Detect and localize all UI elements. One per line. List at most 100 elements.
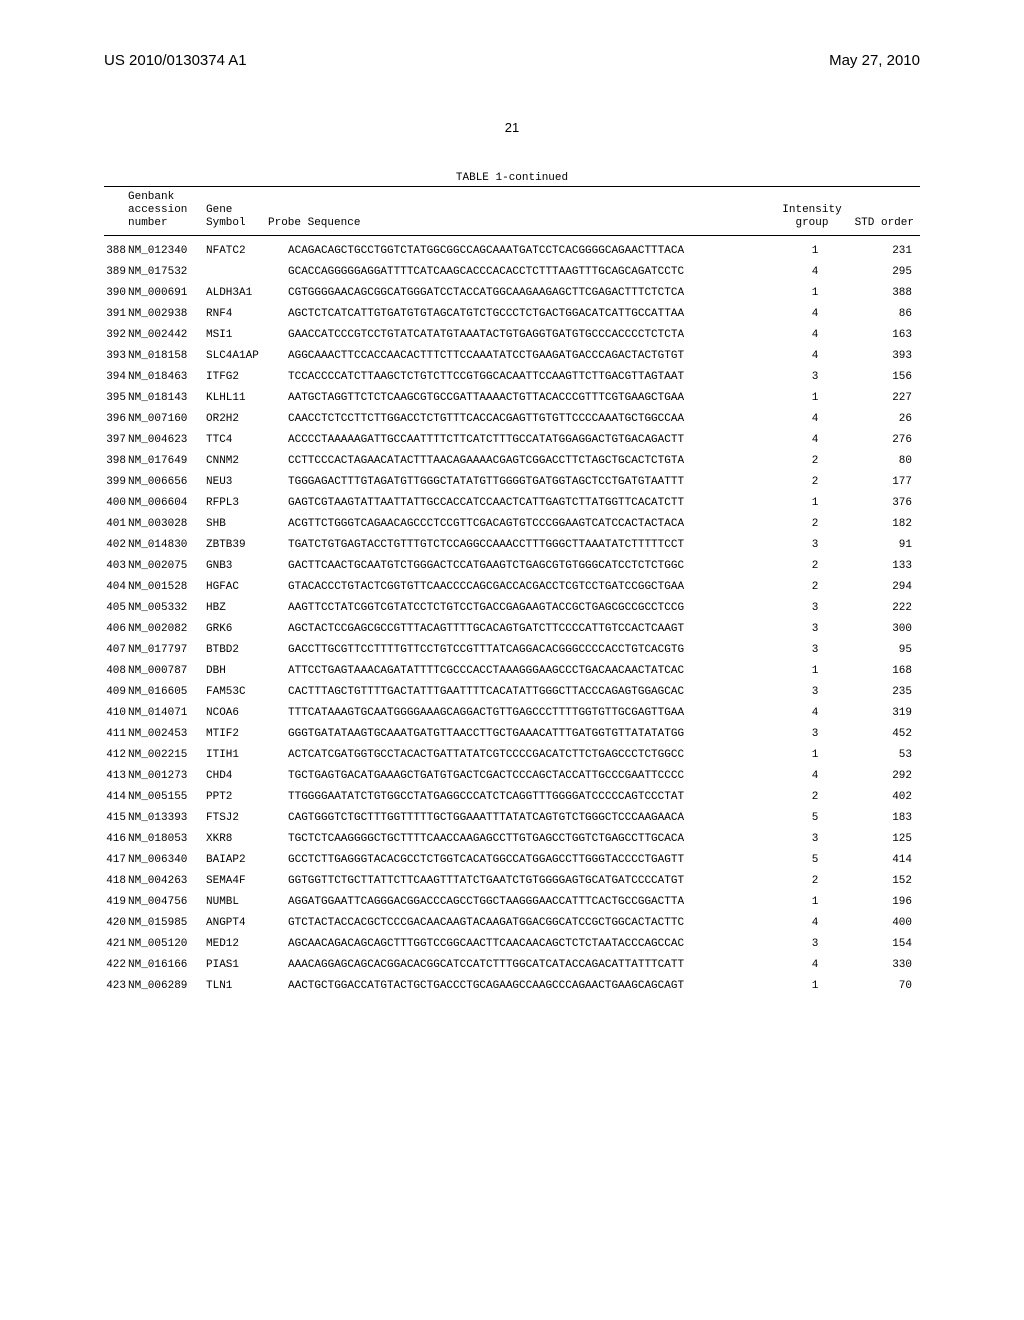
accession-number: NM_013393 <box>128 803 206 824</box>
accession-number: NM_018143 <box>128 383 206 404</box>
probe-sequence: GTACACCCTGTACTCGGTGTTCAACCCCAGCGACCACGAC… <box>268 572 780 593</box>
col-header-intensity-group: Intensity group <box>780 187 850 235</box>
gene-symbol: CHD4 <box>206 761 268 782</box>
table-row: 394NM_018463ITFG2TCCACCCCATCTTAAGCTCTGTC… <box>104 362 920 383</box>
intensity-group: 3 <box>780 824 850 845</box>
probe-sequence: TTGGGGAATATCTGTGGCCTATGAGGCCCATCTCAGGTTT… <box>268 782 780 803</box>
accession-number: NM_001273 <box>128 761 206 782</box>
sequence-table: Genbank accession number Gene Symbol Pro… <box>104 186 920 992</box>
intensity-group: 1 <box>780 740 850 761</box>
probe-sequence: TGGGAGACTTTGTAGATGTTGGGCTATATGTTGGGGTGAT… <box>268 467 780 488</box>
table-row: 422NM_016166PIAS1AAACAGGAGCAGCACGGACACGG… <box>104 950 920 971</box>
table-row: 399NM_006656NEU3TGGGAGACTTTGTAGATGTTGGGC… <box>104 467 920 488</box>
gene-symbol: XKR8 <box>206 824 268 845</box>
std-order: 177 <box>850 467 920 488</box>
table-row: 419NM_004756NUMBLAGGATGGAATTCAGGGACGGACC… <box>104 887 920 908</box>
gene-symbol: NFATC2 <box>206 235 268 257</box>
accession-number: NM_016166 <box>128 950 206 971</box>
row-index: 397 <box>104 425 128 446</box>
table-row: 391NM_002938RNF4AGCTCTCATCATTGTGATGTGTAG… <box>104 299 920 320</box>
std-order: 156 <box>850 362 920 383</box>
intensity-group: 1 <box>780 971 850 992</box>
probe-sequence: ACAGACAGCTGCCTGGTCTATGGCGGCCAGCAAATGATCC… <box>268 235 780 257</box>
table-row: 389NM_017532GCACCAGGGGGAGGATTTTCATCAAGCA… <box>104 257 920 278</box>
probe-sequence: CAGTGGGTCTGCTTTGGTTTTTGCTGGAAATTTATATCAG… <box>268 803 780 824</box>
intensity-group: 4 <box>780 698 850 719</box>
accession-number: NM_002215 <box>128 740 206 761</box>
row-index: 389 <box>104 257 128 278</box>
accession-number: NM_006656 <box>128 467 206 488</box>
accession-number: NM_007160 <box>128 404 206 425</box>
std-order: 125 <box>850 824 920 845</box>
probe-sequence: GCACCAGGGGGAGGATTTTCATCAAGCACCCACACCTCTT… <box>268 257 780 278</box>
gene-symbol: KLHL11 <box>206 383 268 404</box>
row-index: 407 <box>104 635 128 656</box>
std-order: 154 <box>850 929 920 950</box>
std-order: 26 <box>850 404 920 425</box>
table-title: TABLE 1-continued <box>0 172 1024 184</box>
std-order: 80 <box>850 446 920 467</box>
table-row: 405NM_005332HBZAAGTTCCTATCGGTCGTATCCTCTG… <box>104 593 920 614</box>
publication-date: May 27, 2010 <box>829 52 920 69</box>
gene-symbol: RFPL3 <box>206 488 268 509</box>
std-order: 227 <box>850 383 920 404</box>
intensity-group: 2 <box>780 551 850 572</box>
probe-sequence: CAACCTCTCCTTCTTGGACCTCTGTTTCACCACGAGTTGT… <box>268 404 780 425</box>
row-index: 408 <box>104 656 128 677</box>
accession-number: NM_004623 <box>128 425 206 446</box>
intensity-group: 4 <box>780 950 850 971</box>
col-header-gene-symbol: Gene Symbol <box>206 187 268 235</box>
accession-number: NM_018158 <box>128 341 206 362</box>
row-index: 411 <box>104 719 128 740</box>
std-order: 414 <box>850 845 920 866</box>
probe-sequence: AGGATGGAATTCAGGGACGGACCCAGCCTGGCTAAGGGAA… <box>268 887 780 908</box>
intensity-group: 4 <box>780 257 850 278</box>
table-row: 423NM_006289TLN1AACTGCTGGACCATGTACTGCTGA… <box>104 971 920 992</box>
intensity-group: 4 <box>780 299 850 320</box>
table-row: 398NM_017649CNNM2CCTTCCCACTAGAACATACTTTA… <box>104 446 920 467</box>
probe-sequence: ATTCCTGAGTAAACAGATATTTTCGCCCACCTAAAGGGAA… <box>268 656 780 677</box>
gene-symbol: ZBTB39 <box>206 530 268 551</box>
gene-symbol: NCOA6 <box>206 698 268 719</box>
row-index: 416 <box>104 824 128 845</box>
table-row: 412NM_002215ITIH1ACTCATCGATGGTGCCTACACTG… <box>104 740 920 761</box>
intensity-group: 2 <box>780 467 850 488</box>
accession-number: NM_004263 <box>128 866 206 887</box>
probe-sequence: GAACCATCCCGTCCTGTATCATATGTAAATACTGTGAGGT… <box>268 320 780 341</box>
gene-symbol: PPT2 <box>206 782 268 803</box>
probe-sequence: CGTGGGGAACAGCGGCATGGGATCCTACCATGGCAAGAAG… <box>268 278 780 299</box>
gene-symbol: SHB <box>206 509 268 530</box>
row-index: 396 <box>104 404 128 425</box>
gene-symbol: NEU3 <box>206 467 268 488</box>
std-order: 235 <box>850 677 920 698</box>
gene-symbol: TLN1 <box>206 971 268 992</box>
row-index: 400 <box>104 488 128 509</box>
probe-sequence: ACCCCTAAAAAGATTGCCAATTTTCTTCATCTTTGCCATA… <box>268 425 780 446</box>
gene-symbol: SLC4A1AP <box>206 341 268 362</box>
probe-sequence: GAGTCGTAAGTATTAATTATTGCCACCATCCAACTCATTG… <box>268 488 780 509</box>
std-order: 163 <box>850 320 920 341</box>
accession-number: NM_018463 <box>128 362 206 383</box>
table-row: 418NM_004263SEMA4FGGTGGTTCTGCTTATTCTTCAA… <box>104 866 920 887</box>
table-row: 392NM_002442MSI1GAACCATCCCGTCCTGTATCATAT… <box>104 320 920 341</box>
row-index: 391 <box>104 299 128 320</box>
col-header-std-order: STD order <box>850 187 920 235</box>
accession-number: NM_002938 <box>128 299 206 320</box>
table-row: 402NM_014830ZBTB39TGATCTGTGAGTACCTGTTTGT… <box>104 530 920 551</box>
row-index: 392 <box>104 320 128 341</box>
std-order: 183 <box>850 803 920 824</box>
gene-symbol: HBZ <box>206 593 268 614</box>
gene-symbol: FTSJ2 <box>206 803 268 824</box>
probe-sequence: TGCTGAGTGACATGAAAGCTGATGTGACTCGACTCCCAGC… <box>268 761 780 782</box>
intensity-group: 3 <box>780 929 850 950</box>
probe-sequence: AAGTTCCTATCGGTCGTATCCTCTGTCCTGACCGAGAAGT… <box>268 593 780 614</box>
intensity-group: 2 <box>780 446 850 467</box>
row-index: 412 <box>104 740 128 761</box>
table-row: 403NM_002075GNB3GACTTCAACTGCAATGTCTGGGAC… <box>104 551 920 572</box>
gene-symbol: RNF4 <box>206 299 268 320</box>
intensity-group: 4 <box>780 761 850 782</box>
gene-symbol: PIAS1 <box>206 950 268 971</box>
gene-symbol: HGFAC <box>206 572 268 593</box>
intensity-group: 4 <box>780 341 850 362</box>
std-order: 133 <box>850 551 920 572</box>
